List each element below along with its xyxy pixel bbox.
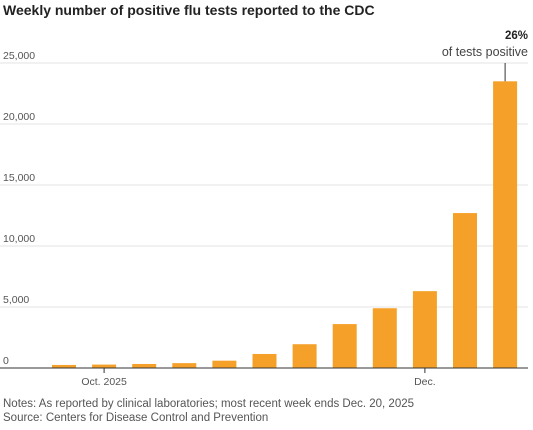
bar: [172, 363, 197, 368]
bars: [52, 81, 518, 369]
x-tick-label: Dec.: [414, 376, 436, 388]
y-tick-label: 15,000: [3, 172, 35, 184]
bar: [252, 353, 277, 368]
x-axis-ticks: Oct. 2025 Dec.: [81, 368, 436, 388]
annotation-value: 26%: [505, 30, 528, 42]
bar: [412, 291, 437, 368]
bar: [52, 364, 76, 368]
footnotes: Notes: As reported by clinical laborator…: [3, 397, 414, 425]
y-tick-label: 5,000: [3, 294, 29, 306]
y-axis-ticks: 0 5,000 10,000 15,000 20,000 25,000: [3, 50, 35, 367]
annotation: 26% of tests positive: [442, 30, 528, 82]
bar: [212, 360, 237, 368]
y-tick-label: 0: [3, 355, 9, 367]
chart-title: Weekly number of positive flu tests repo…: [3, 2, 375, 18]
x-tick-label: Oct. 2025: [81, 376, 127, 388]
source-text: Source: Centers for Disease Control and …: [3, 412, 269, 424]
annotation-text: of tests positive: [442, 45, 528, 59]
bar: [332, 324, 357, 368]
y-tick-label: 20,000: [3, 111, 35, 123]
bar: [453, 213, 477, 368]
y-tick-label: 25,000: [3, 50, 35, 62]
bar: [372, 308, 397, 368]
y-tick-label: 10,000: [3, 233, 35, 245]
bar: [493, 81, 518, 369]
bar-chart: 0 5,000 10,000 15,000 20,000 25,000 Oct. 2025…: [0, 30, 528, 388]
bar: [92, 364, 117, 368]
gridlines: [0, 62, 528, 308]
bar: [292, 344, 317, 368]
bar: [132, 363, 157, 368]
notes-text: Notes: As reported by clinical laborator…: [3, 398, 415, 410]
